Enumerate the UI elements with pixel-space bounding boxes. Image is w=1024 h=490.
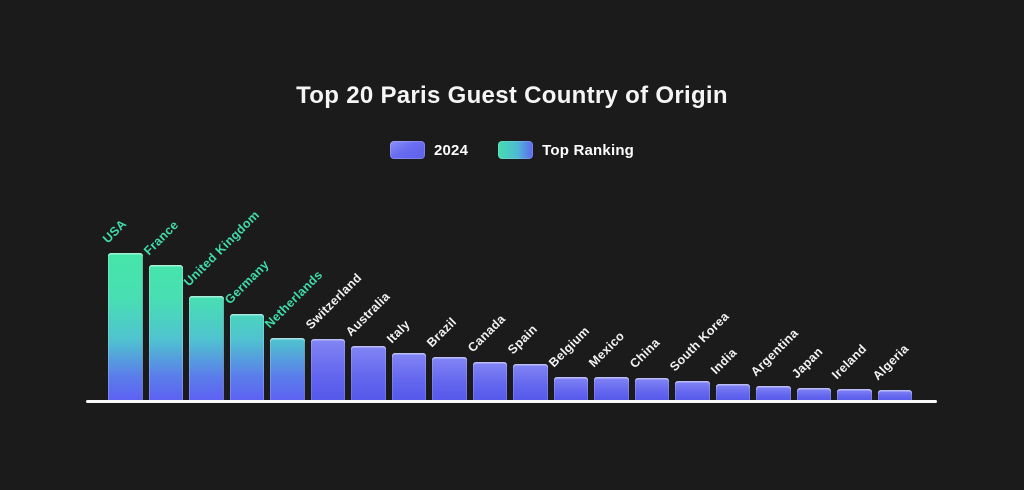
bar-germany (229, 314, 264, 402)
bar-label-algeria: Algeria (869, 341, 911, 383)
bar-brazil (432, 357, 467, 402)
x-axis-line (86, 400, 937, 403)
bar-label-china: China (626, 335, 663, 371)
legend-item-top-ranking: Top Ranking (498, 141, 634, 159)
bar-spain (513, 364, 548, 402)
bar-south-korea (675, 381, 710, 402)
legend-label-top-ranking: Top Ranking (542, 141, 635, 159)
bar-item-germany: Germany (222, 257, 271, 402)
bar-mexico (594, 377, 629, 402)
bar-label-india: India (707, 345, 740, 377)
bar-item-china: China (627, 335, 669, 402)
bar-label-australia: Australia (343, 289, 393, 339)
bar-label-belgium: Belgium (545, 323, 592, 370)
bar-ireland (837, 389, 872, 402)
bar-label-mexico: Mexico (586, 328, 628, 370)
bar-item-south-korea: South Korea (667, 309, 732, 402)
legend-swatch-top-ranking-icon (498, 141, 534, 159)
bar-china (634, 378, 669, 402)
bar-label-brazil: Brazil (424, 314, 460, 350)
bar-usa (108, 253, 143, 402)
bar-label-spain: Spain (505, 321, 541, 357)
bar-label-germany: Germany (221, 257, 272, 307)
bar-label-italy: Italy (383, 317, 413, 346)
bar-item-mexico: Mexico (586, 329, 629, 402)
bar-india (715, 384, 750, 402)
bar-netherlands (270, 338, 305, 402)
bar-argentina (756, 386, 791, 402)
bar-canada (472, 362, 507, 402)
bar-united-kingdom (189, 296, 224, 402)
bar-item-belgium: Belgium (546, 324, 592, 402)
legend-swatch-2024-icon (389, 141, 425, 159)
bar-belgium (553, 377, 588, 402)
legend-item-2024: 2024 (389, 141, 469, 159)
chart-title: Top 20 Paris Guest Country of Origin (296, 82, 728, 109)
bar-switzerland (310, 339, 345, 402)
bar-item-ireland: Ireland (829, 342, 872, 402)
bar-item-brazil: Brazil (424, 315, 467, 402)
bar-item-usa: USA (100, 217, 143, 402)
bar-item-italy: Italy (384, 317, 426, 402)
bar-label-usa: USA (100, 216, 130, 246)
bar-item-united-kingdom: United Kingdom (181, 208, 262, 402)
bar-item-switzerland: Switzerland (303, 271, 364, 402)
bar-item-argentina: Argentina (748, 326, 801, 402)
bar-item-australia: Australia (343, 289, 393, 402)
bar-japan (796, 388, 831, 402)
bar-australia (351, 346, 386, 402)
bar-item-spain: Spain (505, 322, 548, 402)
bar-item-netherlands: Netherlands (262, 268, 325, 402)
bar-label-ireland: Ireland (829, 341, 870, 382)
bar-item-algeria: Algeria (870, 342, 912, 402)
bar-item-canada: Canada (465, 312, 508, 402)
bar-item-india: India (708, 345, 750, 402)
bar-france (148, 265, 183, 402)
bar-label-japan: Japan (788, 344, 826, 381)
bar-item-france: France (141, 218, 183, 402)
bar-label-canada: Canada (464, 311, 508, 355)
legend-label-2024: 2024 (433, 141, 469, 159)
bar-label-france: France (140, 217, 181, 258)
bar-item-japan: Japan (789, 344, 831, 402)
legend: 2024 Top Ranking (0, 141, 1024, 159)
bars: USA France United Kingdom Germany Netherland… (100, 208, 912, 402)
bar-italy (391, 353, 426, 402)
bar-algeria (877, 390, 912, 402)
